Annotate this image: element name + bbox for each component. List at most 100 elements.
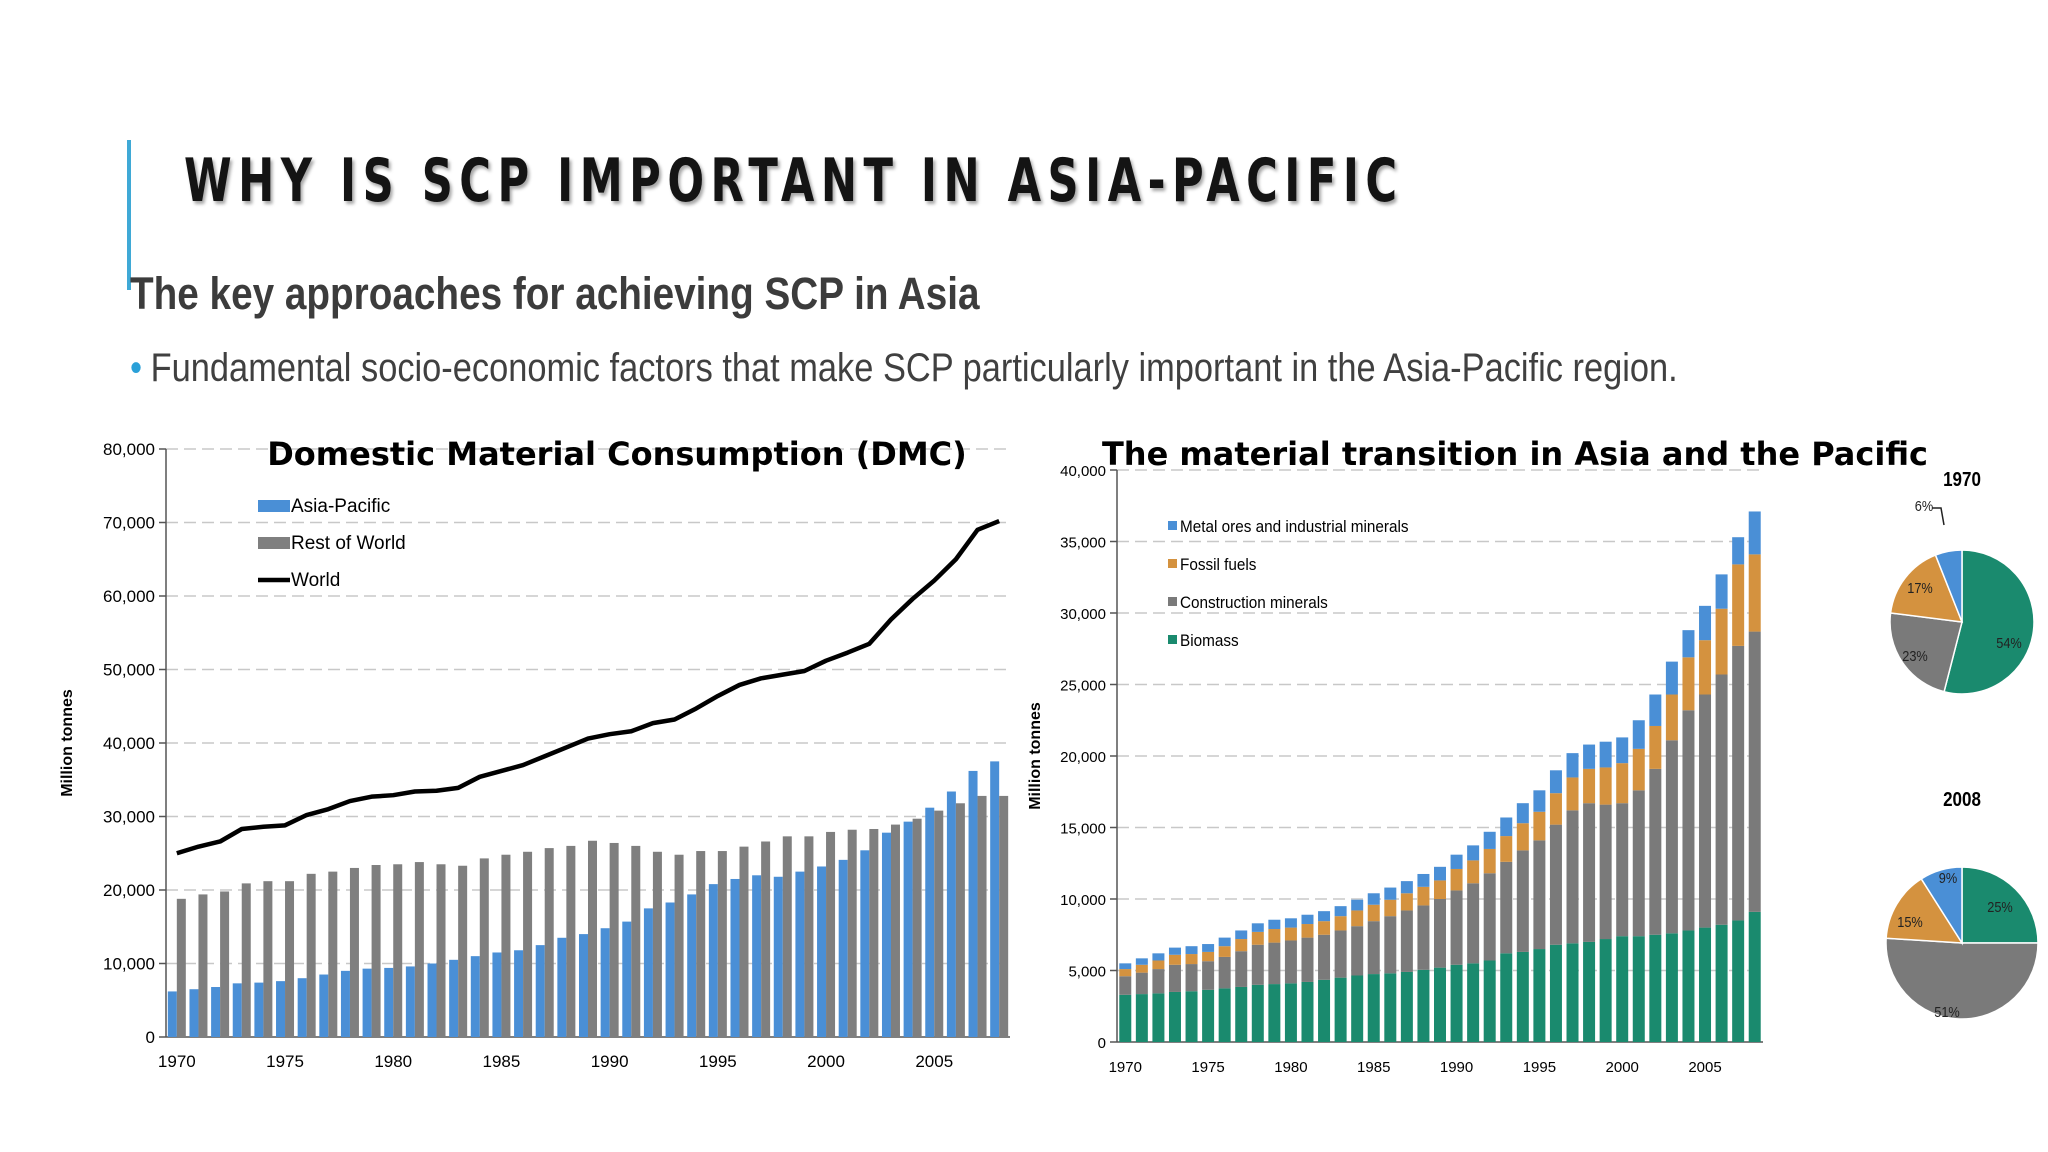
legend-label: Rest of World bbox=[291, 533, 406, 554]
stacked-bar-metal bbox=[1400, 881, 1413, 894]
stacked-bar-metal bbox=[1351, 899, 1364, 911]
bar-rest-of-world bbox=[609, 842, 619, 1037]
legend-swatch bbox=[1168, 597, 1177, 606]
stacked-bar-fossil bbox=[1483, 848, 1496, 874]
stacked-bar-fossil bbox=[1417, 886, 1430, 906]
bar-rest-of-world bbox=[241, 883, 251, 1037]
bar-rest-of-world bbox=[198, 894, 208, 1037]
bar-asia-pacific bbox=[384, 967, 394, 1037]
x-tick-label: 1970 bbox=[158, 1052, 196, 1071]
stacked-bar-metal bbox=[1467, 845, 1480, 861]
x-tick-label: 1995 bbox=[699, 1052, 737, 1071]
stacked-bar-biomass bbox=[1400, 971, 1413, 1042]
bar-rest-of-world bbox=[631, 845, 641, 1037]
bar-rest-of-world bbox=[804, 836, 814, 1037]
stacked-bar-biomass bbox=[1268, 984, 1281, 1042]
stacked-bar-construction bbox=[1467, 883, 1480, 964]
bar-asia-pacific bbox=[449, 959, 459, 1037]
stacked-bar-fossil bbox=[1699, 640, 1712, 695]
stacked-bar-fossil bbox=[1351, 910, 1364, 927]
stacked-bar-metal bbox=[1235, 930, 1248, 940]
legend-swatch bbox=[258, 537, 290, 549]
stacked-bar-biomass bbox=[1682, 930, 1695, 1042]
stacked-bar-construction bbox=[1334, 930, 1347, 978]
stacked-bar-metal bbox=[1284, 918, 1297, 928]
stacked-bar-construction bbox=[1119, 976, 1132, 995]
stacked-bar-construction bbox=[1549, 824, 1562, 945]
bar-asia-pacific bbox=[773, 876, 783, 1037]
slide-subtitle: The key approaches for achieving SCP in … bbox=[130, 268, 980, 319]
stacked-bar-construction bbox=[1251, 944, 1264, 985]
pie-slice-metal bbox=[1934, 549, 1963, 623]
stacked-bar-metal bbox=[1616, 737, 1629, 764]
x-tick-label: 1990 bbox=[591, 1052, 629, 1071]
bar-asia-pacific bbox=[708, 884, 718, 1037]
stacked-bar-biomass bbox=[1616, 936, 1629, 1042]
stacked-bar-construction bbox=[1649, 768, 1662, 935]
stacked-bar-metal bbox=[1384, 887, 1397, 900]
bar-rest-of-world bbox=[523, 851, 533, 1037]
pie-label: 25% bbox=[1987, 898, 2013, 915]
stacked-bar-construction bbox=[1483, 873, 1496, 961]
bar-rest-of-world bbox=[826, 831, 836, 1037]
bar-asia-pacific bbox=[405, 966, 415, 1037]
bullet-icon: • bbox=[130, 346, 143, 390]
stacked-bar-metal bbox=[1334, 906, 1347, 917]
x-tick-label: 1970 bbox=[1109, 1059, 1142, 1076]
stacked-bar-fossil bbox=[1583, 768, 1596, 804]
pie-label: 9% bbox=[1939, 869, 1957, 886]
stacked-bar-fossil bbox=[1235, 939, 1248, 952]
bar-asia-pacific bbox=[665, 902, 675, 1037]
bar-rest-of-world bbox=[717, 851, 727, 1037]
bar-asia-pacific bbox=[514, 950, 524, 1037]
bar-rest-of-world bbox=[285, 881, 295, 1037]
bar-rest-of-world bbox=[739, 846, 749, 1037]
x-tick-label: 2000 bbox=[807, 1052, 845, 1071]
y-tick-label: 30,000 bbox=[1060, 606, 1106, 623]
stacked-bar-metal bbox=[1483, 831, 1496, 849]
stacked-bar-fossil bbox=[1218, 946, 1231, 957]
bar-rest-of-world bbox=[544, 848, 554, 1037]
pie-label: 17% bbox=[1907, 579, 1933, 596]
stacked-bar-metal bbox=[1202, 944, 1215, 952]
stacked-bar-fossil bbox=[1665, 694, 1678, 741]
y-tick-label: 25,000 bbox=[1060, 678, 1106, 695]
stacked-bar-metal bbox=[1367, 893, 1380, 905]
pie-title: 1970 bbox=[1943, 468, 1981, 491]
stacked-bar-metal bbox=[1715, 574, 1728, 609]
legend-swatch bbox=[1168, 635, 1177, 644]
stacked-bar-fossil bbox=[1632, 748, 1645, 791]
stacked-bar-construction bbox=[1632, 790, 1645, 937]
bar-asia-pacific bbox=[254, 982, 264, 1037]
bar-asia-pacific bbox=[535, 945, 545, 1037]
stacked-bar-construction bbox=[1682, 710, 1695, 931]
stacked-bar-fossil bbox=[1284, 927, 1297, 941]
stacked-bar-biomass bbox=[1434, 967, 1446, 1042]
y-tick-label: 15,000 bbox=[1060, 821, 1106, 838]
stacked-bar-fossil bbox=[1649, 725, 1662, 769]
stacked-bar-fossil bbox=[1185, 954, 1198, 965]
bar-rest-of-world bbox=[436, 864, 446, 1037]
bar-asia-pacific bbox=[297, 978, 307, 1037]
bar-asia-pacific bbox=[232, 983, 242, 1037]
stacked-bar-construction bbox=[1268, 942, 1281, 985]
x-tick-label: 1985 bbox=[483, 1052, 521, 1071]
bar-rest-of-world bbox=[566, 845, 576, 1037]
bar-asia-pacific bbox=[600, 928, 610, 1037]
stacked-bar-biomass bbox=[1500, 953, 1513, 1042]
stacked-bar-metal bbox=[1732, 537, 1745, 565]
y-axis-label: Million tonnes bbox=[59, 689, 76, 797]
stacked-bar-metal bbox=[1450, 854, 1463, 869]
bar-rest-of-world bbox=[955, 803, 965, 1037]
stacked-bar-construction bbox=[1715, 674, 1728, 925]
bar-asia-pacific bbox=[211, 987, 221, 1037]
bar-asia-pacific bbox=[492, 952, 502, 1037]
chart-title: The material transition in Asia and the … bbox=[1102, 435, 1928, 473]
bar-asia-pacific bbox=[167, 991, 177, 1037]
stacked-bar-metal bbox=[1632, 720, 1645, 749]
stacked-bar-biomass bbox=[1168, 991, 1181, 1042]
bar-rest-of-world bbox=[674, 854, 684, 1037]
stacked-bar-construction bbox=[1500, 861, 1513, 954]
bar-asia-pacific bbox=[579, 934, 588, 1037]
stacked-bar-construction bbox=[1235, 951, 1248, 987]
